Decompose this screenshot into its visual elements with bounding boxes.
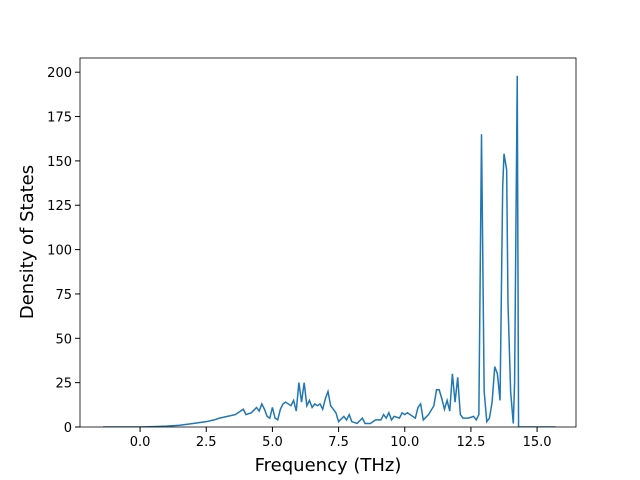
- y-tick-label: 125: [47, 199, 72, 214]
- y-tick-label: 75: [55, 288, 72, 303]
- y-tick-label: 50: [55, 332, 72, 347]
- y-tick-label: 175: [47, 111, 72, 126]
- y-tick-label: 200: [47, 66, 72, 81]
- x-tick-label: 10.0: [390, 435, 419, 450]
- y-tick-label: 150: [47, 155, 72, 170]
- y-tick-label: 0: [64, 421, 72, 436]
- x-tick-label: 5.0: [262, 435, 283, 450]
- x-tick-label: 2.5: [196, 435, 217, 450]
- line: [103, 75, 556, 427]
- y-tick-label: 25: [55, 377, 72, 392]
- x-axis-label: Frequency (THz): [255, 455, 402, 476]
- plot-frame: [79, 57, 577, 428]
- x-tick-label: 7.5: [328, 435, 349, 450]
- x-tick-label: 15.0: [523, 435, 552, 450]
- x-tick-label: 0.0: [130, 435, 151, 450]
- y-tick-label: 100: [47, 244, 72, 259]
- y-axis-label: Density of States: [17, 165, 38, 319]
- x-tick-label: 12.5: [456, 435, 485, 450]
